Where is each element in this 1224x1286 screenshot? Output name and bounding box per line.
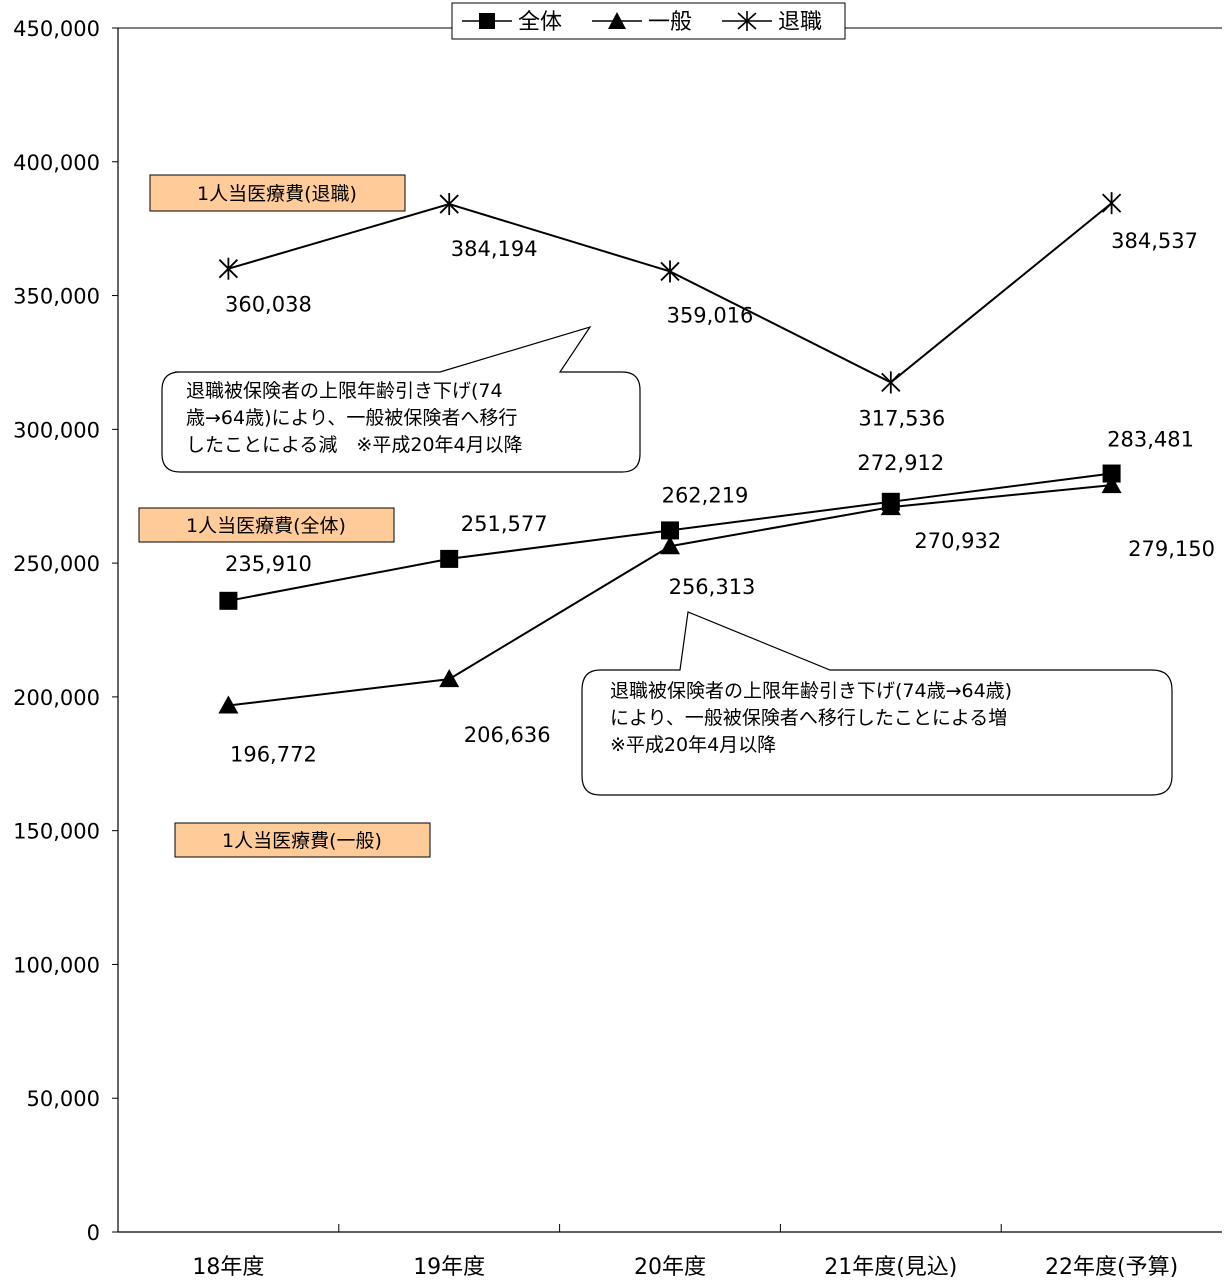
data-label: 283,481	[1107, 428, 1194, 452]
x-tick-label: 22年度(予算)	[1045, 1255, 1178, 1280]
legend-item-retired: 退職	[722, 10, 822, 35]
data-label: 384,537	[1111, 229, 1198, 253]
x-tick-label: 18年度	[192, 1255, 264, 1280]
callout-decrease-line-2: 歳→64歳)により、一般被保険者へ移行	[186, 407, 517, 429]
y-tick-label: 50,000	[27, 1087, 100, 1111]
data-label: 270,932	[914, 529, 1001, 553]
data-label: 359,016	[667, 303, 754, 327]
data-label: 206,636	[464, 723, 551, 747]
legend-label-retired: 退職	[778, 10, 822, 35]
series-line-asterisk	[228, 202, 1113, 384]
legend-label-total: 全体	[518, 10, 562, 35]
callout-increase-line-2: により、一般被保険者へ移行したことによる増	[610, 707, 1007, 729]
x-axis-ticks: 18年度 19年度 20年度 21年度(見込) 22年度(予算)	[192, 1224, 1178, 1280]
data-label: 251,577	[461, 512, 548, 536]
point-square	[440, 549, 459, 568]
point-asterisk	[881, 371, 901, 394]
point-triangle	[880, 497, 901, 516]
data-labels: 235,910 251,577 262,219 272,912 283,481 196,7…	[225, 229, 1215, 766]
legend-square-marker	[479, 13, 495, 29]
data-label: 262,219	[662, 483, 749, 507]
callout-decrease: 退職被保険者の上限年齢引き下げ(74 歳→64歳)により、一般被保険者へ移行 し…	[161, 325, 641, 473]
legend-item-general: 一般	[592, 10, 692, 35]
point-square	[219, 591, 238, 610]
data-label: 256,313	[669, 575, 756, 599]
x-tick-label: 19年度	[413, 1255, 485, 1280]
y-tick-label: 400,000	[13, 151, 100, 175]
legend-asterisk-marker	[737, 11, 757, 31]
data-label: 279,150	[1128, 537, 1215, 561]
point-triangle	[218, 695, 239, 714]
point-square	[661, 521, 679, 540]
callout-increase-line-1: 退職被保険者の上限年齢引き下げ(74歳→64歳)	[610, 680, 1012, 702]
series	[218, 192, 1122, 714]
point-asterisk	[218, 257, 239, 280]
legend-item-total: 全体	[462, 10, 562, 35]
point-asterisk	[1101, 192, 1122, 215]
y-tick-label: 300,000	[13, 418, 100, 442]
y-tick-label: 0	[87, 1221, 100, 1245]
callout-decrease-line-1: 退職被保険者の上限年齢引き下げ(74	[186, 380, 503, 402]
x-tick-label: 20年度	[634, 1255, 706, 1280]
y-tick-label: 100,000	[13, 953, 100, 977]
point-asterisk	[660, 260, 680, 283]
y-axis-ticks: 0 50,000 100,000 150,000 200,000 250,000 300,0…	[13, 17, 118, 1245]
label-retired: 1人当医療費(退職)	[197, 183, 357, 205]
y-tick-label: 250,000	[13, 552, 100, 576]
legend-triangle-marker	[608, 12, 626, 29]
y-tick-label: 150,000	[13, 820, 100, 844]
legend-label-general: 一般	[648, 10, 692, 35]
data-label: 235,910	[225, 552, 312, 576]
label-box-total: 1人当医療費(全体)	[138, 507, 395, 543]
data-label: 384,194	[451, 237, 538, 261]
y-tick-label: 200,000	[13, 686, 100, 710]
callout-increase-line-3: ※平成20年4月以降	[610, 734, 776, 756]
data-label: 196,772	[230, 743, 317, 767]
y-tick-label: 450,000	[13, 17, 100, 41]
point-asterisk	[439, 193, 459, 216]
point-triangle	[439, 669, 460, 688]
x-tick-label: 21年度(見込)	[824, 1255, 957, 1280]
callout-increase: 退職被保険者の上限年齢引き下げ(74歳→64歳) により、一般被保険者へ移行した…	[581, 611, 1173, 796]
data-label: 272,912	[857, 451, 944, 475]
label-total: 1人当医療費(全体)	[186, 515, 346, 537]
callout-decrease-line-3: したことによる減 ※平成20年4月以降	[186, 434, 523, 456]
data-label: 360,038	[225, 293, 312, 317]
label-box-general: 1人当医療費(一般)	[174, 822, 431, 858]
legend: 全体 一般 退職	[451, 2, 846, 40]
y-tick-label: 350,000	[13, 285, 100, 309]
point-square	[1102, 464, 1121, 483]
label-general: 1人当医療費(一般)	[222, 830, 382, 852]
point-triangle	[1101, 475, 1122, 494]
point-triangle	[660, 536, 680, 555]
label-box-retired: 1人当医療費(退職)	[149, 174, 406, 212]
data-label: 317,536	[858, 406, 945, 430]
